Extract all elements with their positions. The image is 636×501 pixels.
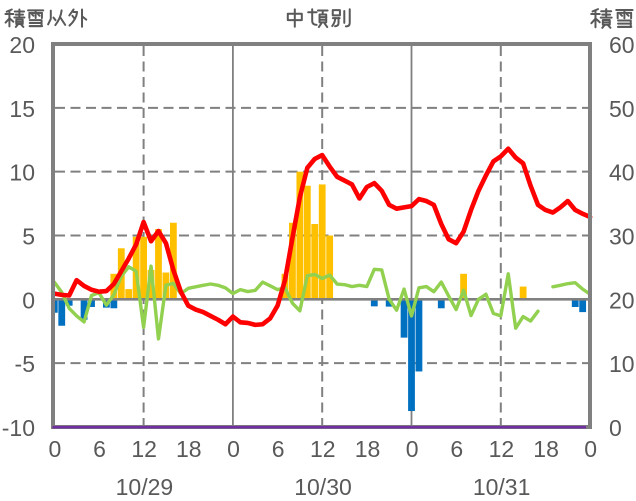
svg-text:12: 12 <box>489 436 515 462</box>
svg-text:0: 0 <box>609 415 622 441</box>
svg-text:18: 18 <box>533 436 559 462</box>
svg-text:10/30: 10/30 <box>294 474 352 500</box>
svg-text:6: 6 <box>272 436 285 462</box>
svg-text:10: 10 <box>609 351 635 377</box>
svg-text:10: 10 <box>9 160 35 186</box>
svg-text:18: 18 <box>176 436 202 462</box>
svg-text:20: 20 <box>9 32 35 58</box>
svg-text:5: 5 <box>22 224 35 250</box>
svg-text:40: 40 <box>609 160 635 186</box>
svg-text:-5: -5 <box>15 351 35 377</box>
svg-text:-10: -10 <box>2 415 35 441</box>
svg-text:50: 50 <box>609 96 635 122</box>
svg-text:0: 0 <box>49 436 62 462</box>
svg-text:0: 0 <box>227 436 240 462</box>
svg-text:15: 15 <box>9 96 35 122</box>
svg-text:20: 20 <box>609 287 635 313</box>
svg-text:18: 18 <box>355 436 381 462</box>
svg-text:60: 60 <box>609 32 635 58</box>
svg-text:6: 6 <box>450 436 463 462</box>
svg-text:10/31: 10/31 <box>473 474 531 500</box>
svg-text:12: 12 <box>310 436 336 462</box>
svg-text:30: 30 <box>609 224 635 250</box>
svg-text:0: 0 <box>406 436 419 462</box>
svg-text:6: 6 <box>93 436 106 462</box>
svg-text:12: 12 <box>131 436 157 462</box>
svg-text:0: 0 <box>22 287 35 313</box>
svg-text:0: 0 <box>584 436 597 462</box>
svg-text:10/29: 10/29 <box>116 474 174 500</box>
